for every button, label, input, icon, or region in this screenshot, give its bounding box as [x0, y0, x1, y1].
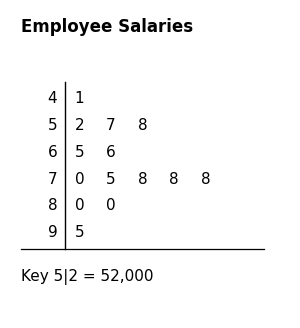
Text: 0: 0 — [106, 198, 116, 214]
Text: 9: 9 — [48, 225, 57, 240]
Text: 1: 1 — [75, 91, 84, 106]
Text: Key 5|2 = 52,000: Key 5|2 = 52,000 — [21, 269, 154, 285]
Text: 2: 2 — [75, 118, 84, 133]
Text: 8: 8 — [169, 172, 179, 187]
Text: 7: 7 — [48, 172, 57, 187]
Text: 0: 0 — [75, 172, 84, 187]
Text: 8: 8 — [138, 172, 147, 187]
Text: 5: 5 — [106, 172, 116, 187]
Text: 4: 4 — [48, 91, 57, 106]
Text: 7: 7 — [106, 118, 116, 133]
Text: 8: 8 — [138, 118, 147, 133]
Text: 5: 5 — [75, 145, 84, 160]
Text: 0: 0 — [75, 198, 84, 214]
Text: 8: 8 — [48, 198, 57, 214]
Text: 6: 6 — [106, 145, 116, 160]
Text: 5: 5 — [75, 225, 84, 240]
Text: 6: 6 — [48, 145, 57, 160]
Text: 5: 5 — [48, 118, 57, 133]
Text: Employee Salaries: Employee Salaries — [21, 18, 193, 36]
Text: 8: 8 — [201, 172, 210, 187]
